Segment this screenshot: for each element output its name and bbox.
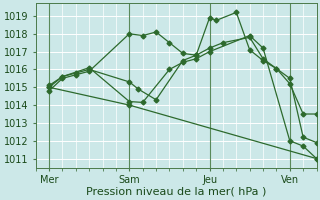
X-axis label: Pression niveau de la mer( hPa ): Pression niveau de la mer( hPa ) xyxy=(86,187,266,197)
